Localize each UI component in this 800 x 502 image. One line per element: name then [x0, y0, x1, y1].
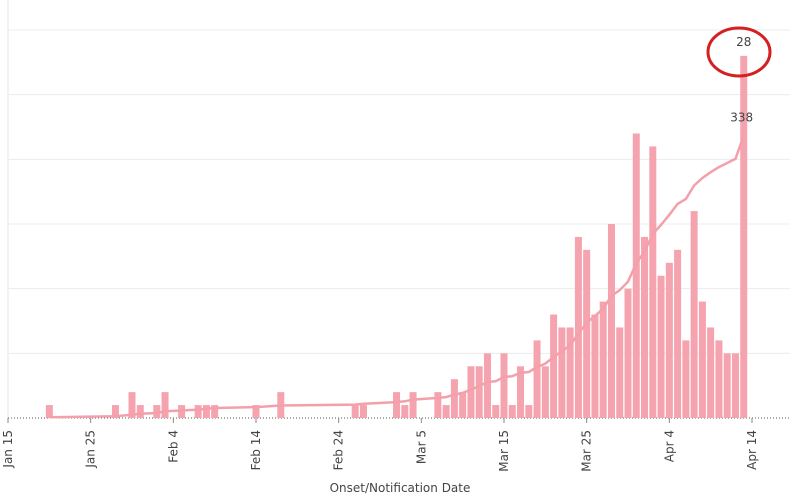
bar: [632, 133, 640, 418]
bar: [351, 405, 359, 418]
bar: [591, 314, 599, 418]
bar: [517, 366, 525, 418]
bar: [409, 392, 417, 418]
bar: [128, 392, 136, 418]
x-tick-label: Feb 14: [249, 430, 263, 470]
bar: [459, 392, 467, 418]
bar: [45, 405, 53, 418]
bar: [657, 275, 665, 418]
bar: [442, 405, 450, 418]
bar: [723, 353, 731, 418]
data-label: 28: [736, 35, 751, 49]
x-tick-label: Apr 14: [745, 430, 759, 470]
bar: [483, 353, 491, 418]
bar: [359, 405, 367, 418]
bar: [649, 146, 657, 418]
data-label: 338: [730, 110, 753, 124]
x-axis-title: Onset/Notification Date: [330, 481, 471, 495]
bar: [525, 405, 533, 418]
x-tick-label: Mar 25: [580, 430, 594, 472]
bar: [607, 224, 615, 418]
bar: [153, 405, 161, 418]
bar: [541, 366, 549, 418]
bar: [682, 340, 690, 418]
bar: [698, 301, 706, 418]
bar: [707, 327, 715, 418]
bar: [558, 327, 566, 418]
bar: [641, 236, 649, 418]
x-tick-label: Jan 25: [84, 430, 98, 469]
bar: [475, 366, 483, 418]
bar: [500, 353, 508, 418]
bar: [492, 405, 500, 418]
line: [49, 134, 745, 419]
bar: [434, 392, 442, 418]
bar: [616, 327, 624, 418]
bar: [674, 249, 682, 418]
bar: [450, 379, 458, 418]
bar: [533, 340, 541, 418]
bar: [665, 262, 673, 418]
bar: [252, 405, 260, 418]
x-tick-label: Feb 4: [166, 430, 180, 463]
bar: [136, 405, 144, 418]
bar: [467, 366, 475, 418]
bar: [574, 236, 582, 418]
x-tick-label: Mar 15: [497, 430, 511, 472]
bar: [393, 392, 401, 418]
x-tick-label: Apr 4: [662, 430, 676, 462]
x-tick-label: Mar 5: [414, 430, 428, 464]
bar: [194, 405, 202, 418]
bar: [715, 340, 723, 418]
bar: [508, 405, 516, 418]
x-tick-label: Feb 24: [332, 430, 346, 470]
bar: [202, 405, 210, 418]
bar: [624, 288, 632, 418]
bar: [740, 55, 748, 418]
bar: [111, 405, 119, 418]
bar: [211, 405, 219, 418]
highlight-circle: [706, 26, 772, 78]
bar: [583, 249, 591, 418]
bar: [401, 405, 409, 418]
bar: [566, 327, 574, 418]
x-tick-label: Jan 15: [1, 430, 15, 469]
bar: [550, 314, 558, 418]
bar: [599, 301, 607, 418]
bar: [690, 211, 698, 418]
bar: [731, 353, 739, 418]
bar: [161, 392, 169, 418]
